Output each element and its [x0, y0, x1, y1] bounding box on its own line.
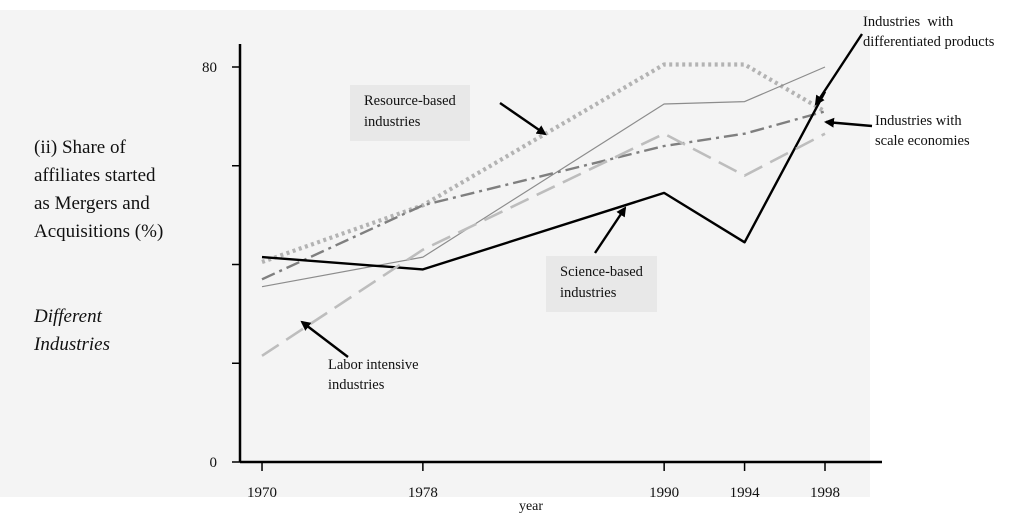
annotation-line: Industries with	[875, 113, 962, 129]
annotation-line: differentiated products	[863, 34, 995, 50]
series-line-5	[261, 132, 826, 357]
side-subtitle-line: Different	[34, 306, 102, 327]
annotation-line: industries	[364, 114, 421, 130]
x-tick-label: 1978	[408, 485, 438, 501]
plot-background	[0, 10, 870, 497]
y-tick-label: 80	[202, 60, 217, 76]
annotation-differentiated-products: Industries with differentiated products	[863, 12, 994, 52]
arrows-layer	[300, 33, 873, 358]
annotation-line: industries	[328, 377, 385, 393]
series-line-3	[261, 110, 826, 281]
annotation-science-based: Science-based industries	[546, 256, 657, 312]
side-title-line: as Mergers and	[34, 193, 150, 214]
x-tick-label: 1998	[810, 485, 840, 501]
side-title-line: Acquisitions (%)	[34, 221, 164, 242]
x-tick-label: 1990	[649, 485, 679, 501]
annotation-labor-intensive: Labor intensive industries	[328, 355, 419, 395]
arrow-resource-based	[499, 102, 547, 136]
annotation-scale-economies: Industries with scale economies	[875, 111, 970, 151]
annotation-line: Resource-based	[364, 93, 456, 109]
annotation-line: Science-based	[560, 264, 643, 280]
y-tick-label: 0	[210, 455, 218, 471]
series-line-2	[261, 66, 826, 288]
arrow-scale-economies	[824, 117, 873, 128]
arrow-science-based	[594, 206, 627, 254]
axes-layer: 0 80 1970 1978 1990 1994 1998	[202, 44, 882, 501]
x-tick-label: 1970	[247, 485, 277, 501]
side-subtitle-line: Industries	[34, 334, 110, 355]
series-line-1	[261, 62, 827, 264]
side-title-line: (ii) Share of	[34, 137, 126, 158]
annotation-line: scale economies	[875, 133, 970, 149]
x-axis-title: year	[519, 499, 543, 514]
annotation-line: industries	[560, 285, 617, 301]
annotation-line: Industries with	[863, 14, 954, 30]
arrow-labor-intensive	[300, 320, 349, 358]
side-title-line: affiliates started	[34, 165, 156, 186]
annotation-line: Labor intensive	[328, 357, 419, 373]
annotation-resource-based: Resource-based industries	[350, 85, 470, 141]
series-layer	[261, 62, 827, 357]
side-subtitle: Different Industries	[34, 303, 110, 359]
x-tick-label: 1994	[730, 485, 761, 501]
series-line-4	[261, 91, 827, 271]
arrow-differentiated	[814, 33, 864, 106]
side-title: (ii) Share of affiliates started as Merg…	[34, 134, 163, 246]
